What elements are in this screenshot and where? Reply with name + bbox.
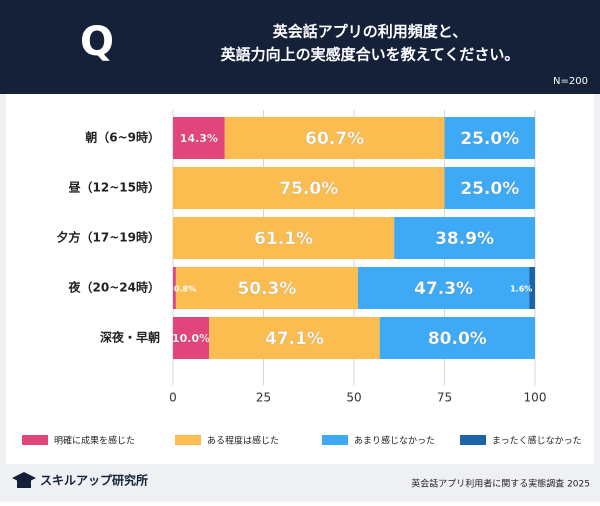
data-label: 1.6% [510,285,532,294]
bar-segment [444,167,535,209]
header-band [0,0,600,94]
data-label: 75.0% [279,179,338,199]
legend-swatch [322,435,348,445]
bar-segment [444,117,535,159]
bar-segment [173,117,225,159]
title-line: 英会話アプリの利用頻度と、 [273,23,467,41]
legend-label: 明確に成果を感じた [54,435,135,447]
legend-swatch [460,435,486,445]
x-tick-label: 50 [346,391,361,405]
data-label: 14.3% [180,132,218,145]
data-label: 0.8% [174,285,196,294]
bars [173,117,535,359]
bar-segment [173,167,445,209]
y-tick-label: 朝（6~9時） [85,130,160,145]
y-tick-label: 夕方（17~19時） [57,230,160,245]
bar-segment [224,117,445,159]
bar-segment [173,317,210,359]
sample-size: N=200 [553,76,588,87]
bar-segment [175,267,358,309]
data-label: 10.0% [172,332,210,345]
data-label: 47.1% [265,329,324,349]
data-label: 50.3% [237,279,296,299]
legend-label: ある程度は感じた [207,435,279,447]
source: 英会話アプリ利用者に関する実態調査 2025 [411,478,590,490]
bar-segment [173,217,395,259]
data-label: 80.0% [428,329,487,349]
legend-swatch [175,435,201,445]
y-tick-label: 深夜・早朝 [100,330,160,345]
brand: スキルアップ研究所 [40,473,148,488]
x-tick-label: 25 [256,391,271,405]
bar-segment [394,217,535,259]
x-tick-label: 75 [437,391,452,405]
data-label: 60.7% [305,129,364,149]
bar-segment [173,267,176,309]
bar-segment [357,267,530,309]
legend-label: まったく感じなかった [492,435,582,447]
data-label: 25.0% [460,179,519,199]
data-label: 47.3% [414,279,473,299]
bar-segment [209,317,380,359]
y-tick-label: 夜（20~24時） [68,280,160,295]
x-tick-label: 0 [169,391,177,405]
data-label: 38.9% [435,229,494,249]
q-mark: Q [80,19,114,65]
bar-segment [379,317,535,359]
logo [12,472,36,488]
legend-label: あまり感じなかった [354,435,435,447]
x-tick-label: 100 [524,391,547,405]
title-line: 英語力向上の実感度合いを教えてください。 [221,46,520,64]
data-label: 61.1% [254,229,313,249]
y-tick-label: 昼（12~15時） [68,180,160,195]
bar-segment [529,267,535,309]
legend-swatch [22,435,48,445]
data-label: 25.0% [460,129,519,149]
